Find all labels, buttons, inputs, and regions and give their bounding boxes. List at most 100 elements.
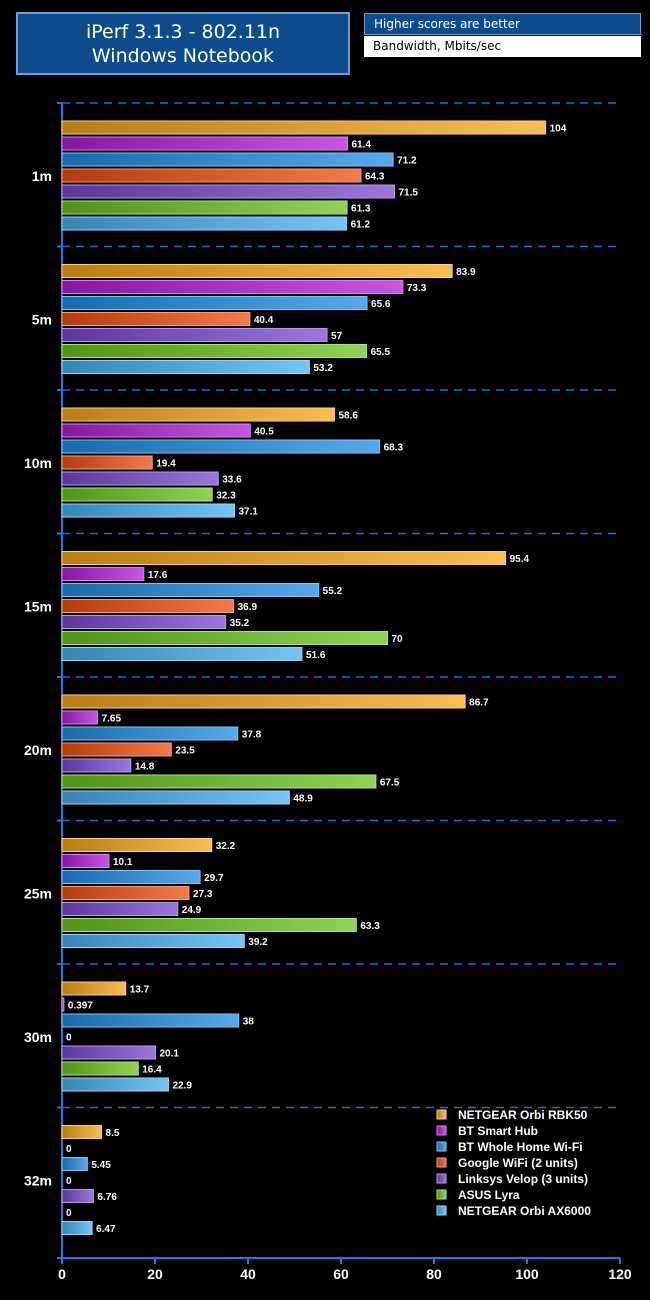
data-label: 0 xyxy=(66,1208,72,1219)
bar xyxy=(61,726,239,741)
data-label: 38 xyxy=(243,1017,255,1028)
bar xyxy=(61,280,404,294)
data-label: 37.1 xyxy=(239,507,259,518)
bar-group-5m: 5m 83.9 73.3 65.6 40.4 57 65.5 53.2 xyxy=(32,245,476,374)
data-label: 33.6 xyxy=(222,475,242,486)
chart-title-line1: iPerf 3.1.3 - 802.11n xyxy=(85,21,281,43)
bar xyxy=(61,423,251,438)
bar xyxy=(61,455,153,470)
data-label: 104 xyxy=(550,124,567,135)
chart-notes: Higher scores are better Bandwidth, Mbit… xyxy=(364,13,641,57)
bar xyxy=(61,1077,169,1092)
data-label: 13.7 xyxy=(130,985,150,996)
category-label: 10m xyxy=(24,455,52,471)
legend-label: ASUS Lyra xyxy=(458,1188,520,1202)
bar xyxy=(61,264,453,278)
bar xyxy=(61,1125,103,1139)
x-tick-label: 100 xyxy=(515,1266,539,1282)
data-label: 0 xyxy=(66,1144,72,1155)
bar xyxy=(61,758,132,773)
data-label: 95.4 xyxy=(510,554,530,565)
bar xyxy=(61,694,466,709)
bar xyxy=(61,1045,156,1060)
data-label: 36.9 xyxy=(238,602,258,613)
bar xyxy=(61,136,349,151)
bar xyxy=(61,854,110,868)
chart-title-line2: Windows Notebook xyxy=(91,45,275,67)
bar xyxy=(61,742,172,757)
legend-swatch xyxy=(436,1189,447,1200)
legend-label: Google WiFi (2 units) xyxy=(458,1156,578,1170)
legend-swatch xyxy=(436,1157,447,1168)
category-label: 30m xyxy=(24,1029,52,1045)
data-label: 61.3 xyxy=(351,204,371,215)
data-label: 58.6 xyxy=(338,411,358,422)
data-label: 48.9 xyxy=(293,794,313,805)
higher-better-note: Higher scores are better xyxy=(364,13,641,35)
data-label: 6.47 xyxy=(96,1224,116,1235)
bar xyxy=(61,407,335,422)
bar xyxy=(61,216,348,231)
bar xyxy=(61,471,219,486)
data-label: 17.6 xyxy=(148,570,168,581)
bar xyxy=(61,328,328,342)
x-tick-label: 120 xyxy=(608,1266,632,1282)
bar-group-1m: 1m 104 61.4 71.2 64.3 71.5 61.3 61.2 xyxy=(32,102,567,231)
data-label: 37.8 xyxy=(242,730,262,741)
data-label: 70 xyxy=(392,634,404,645)
data-label: 51.6 xyxy=(306,650,326,661)
legend-swatch xyxy=(436,1173,447,1184)
data-label: 40.4 xyxy=(254,315,274,326)
legend-label: BT Whole Home Wi-Fi xyxy=(458,1140,583,1154)
data-label: 32.3 xyxy=(216,491,236,502)
bar xyxy=(61,168,362,183)
bar xyxy=(61,886,190,900)
bar xyxy=(61,439,381,454)
category-label: 1m xyxy=(32,168,52,184)
bar xyxy=(61,647,303,661)
bar xyxy=(61,599,235,613)
bar xyxy=(61,838,213,852)
bar-group-15m: 15m 95.4 17.6 55.2 36.9 35.2 70 51.6 xyxy=(24,532,530,661)
data-label: 61.4 xyxy=(352,140,372,151)
data-label: 65.6 xyxy=(371,299,391,310)
data-label: 40.5 xyxy=(254,427,274,438)
legend-swatch xyxy=(436,1125,447,1136)
data-label: 57 xyxy=(331,331,343,342)
data-label: 10.1 xyxy=(113,857,133,868)
bar-group-25m: 25m 32.2 10.1 29.7 27.3 24.9 63.3 39.2 xyxy=(24,819,380,948)
bar-group-10m: 10m 58.6 40.5 68.3 19.4 33.6 32.337.1 xyxy=(24,389,404,518)
x-tick-label: 40 xyxy=(240,1266,256,1282)
data-label: 14.8 xyxy=(135,762,155,773)
bar xyxy=(61,296,368,310)
units-note: Bandwidth, Mbits/sec xyxy=(364,36,641,57)
data-label: 35.2 xyxy=(230,618,250,629)
data-label: 55.2 xyxy=(323,586,343,597)
data-label: 0.397 xyxy=(68,1001,93,1012)
data-label: 20.1 xyxy=(159,1049,179,1060)
category-label: 20m xyxy=(24,742,52,758)
data-label: 86.7 xyxy=(469,698,489,709)
data-label: 7.65 xyxy=(102,714,122,725)
bar xyxy=(61,934,245,948)
data-label: 53.2 xyxy=(313,363,333,374)
data-label: 29.7 xyxy=(204,873,224,884)
bar xyxy=(61,997,65,1012)
data-label: 0 xyxy=(66,1033,72,1044)
bar xyxy=(61,902,179,916)
bar xyxy=(61,551,507,565)
legend-swatch xyxy=(436,1141,447,1152)
data-label: 0 xyxy=(66,1176,72,1187)
bar xyxy=(61,774,377,789)
category-label: 32m xyxy=(24,1172,52,1188)
data-label: 68.3 xyxy=(384,443,404,454)
legend-label: NETGEAR Orbi RBK50 xyxy=(458,1108,588,1122)
chart-title-box: iPerf 3.1.3 - 802.11n Windows Notebook xyxy=(16,12,350,75)
bar xyxy=(61,790,290,805)
data-label: 67.5 xyxy=(380,778,400,789)
bar-group-20m: 20m 86.7 7.65 37.8 23.5 14.8 67.5 48.9 xyxy=(24,676,489,805)
bar xyxy=(61,1013,240,1028)
bar xyxy=(61,200,348,215)
bar xyxy=(61,710,99,725)
